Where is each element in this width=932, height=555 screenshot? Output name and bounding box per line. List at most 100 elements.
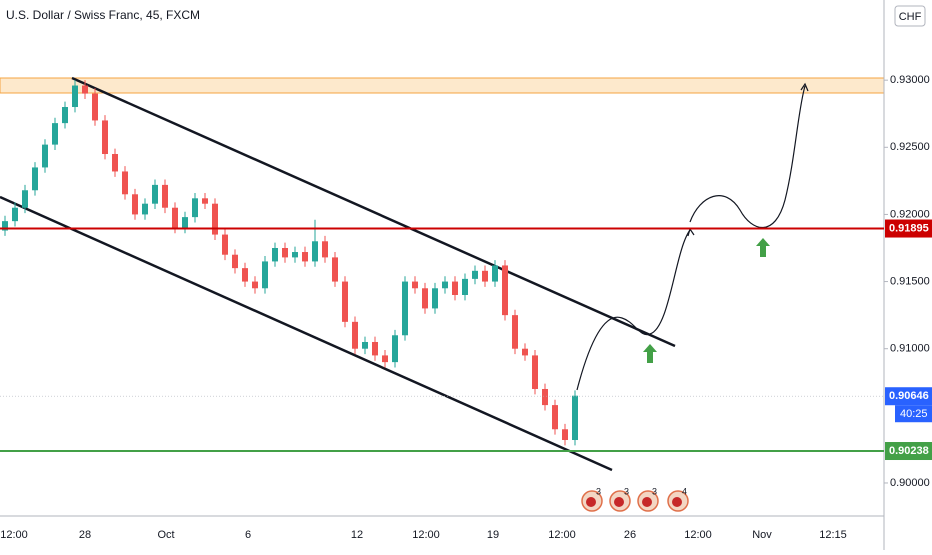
event-count: 3 [596,486,601,496]
candle-body [442,281,448,289]
candle-body [492,265,498,282]
candle-body [152,184,158,204]
price-label-box [885,219,932,238]
arrowhead [800,82,809,92]
candle-body [452,281,458,295]
candle-body [552,405,558,430]
price-label: 0.90646 [889,390,929,402]
x-tick-label: 12:15 [819,529,847,541]
candle-body [172,207,178,228]
candle-body [232,254,238,269]
currency[interactable]: CHF [899,11,922,23]
y-tick-label: 0.91000 [890,343,930,355]
candle-body [472,270,478,279]
candle-body [202,198,208,204]
event-count: 4 [682,486,687,496]
x-tick-label: Oct [157,529,174,541]
candle-body [322,241,328,258]
candle-body [72,85,78,108]
candle-body [392,335,398,363]
x-tick-label: 12:00 [684,529,712,541]
candle-body [482,270,488,282]
candle-body [222,234,228,255]
candle-body [532,355,538,389]
event-count: 3 [652,486,657,496]
candle-body [192,198,198,218]
candle-body [342,281,348,322]
candle-body [542,388,548,406]
candle-body [572,395,578,441]
candle-body [272,247,278,262]
candle-body [462,278,468,295]
event-flag [586,497,596,507]
countdown-box [895,405,932,423]
channel-upper [71,76,676,348]
price-label: 0.90238 [889,445,929,457]
candle-body [212,203,218,235]
candle-body [262,261,268,289]
candle-body [372,341,378,356]
candle-body [562,429,568,441]
y-tick-label: 0.92500 [890,141,930,153]
candle-body [242,268,248,282]
event-flag [672,497,682,507]
candle-body [42,144,48,168]
x-tick-label: 6 [245,529,251,541]
x-tick-label: 12:00 [0,529,28,541]
up-arrow [756,238,770,257]
x-tick-label: 12:00 [548,529,576,541]
x-tick-label: 26 [624,529,636,541]
y-tick-label: 0.93000 [890,74,930,86]
candle-body [142,203,148,215]
candle-body [512,315,518,349]
candle-body [332,257,338,282]
currency-box[interactable] [894,5,926,27]
price-label-box [885,442,932,461]
x-tick-label: Nov [752,529,772,541]
candle-body [402,281,408,336]
candle-body [352,321,358,349]
candle-body [32,167,38,191]
candle-body [412,281,418,289]
candle-body [162,184,168,208]
arrowhead [687,227,695,237]
projection-2 [689,85,806,229]
candle-body [432,288,438,309]
candle-body [522,348,528,356]
projection-1 [576,229,691,391]
candle-body [502,265,508,316]
event-flag [642,497,652,507]
x-tick-label: 12 [351,529,363,541]
candle-body [312,241,318,262]
channel-lower [0,195,613,472]
candle-body [22,190,28,208]
y-tick-label: 0.91500 [890,275,930,287]
x-tick-label: 28 [79,529,91,541]
x-tick-label: 19 [487,529,499,541]
candle-body [422,288,428,309]
candle-body [92,93,98,121]
candle-body [112,154,118,172]
candle-body [82,85,88,94]
candle-body [12,207,18,222]
candle-body [132,194,138,215]
chart-title: U.S. Dollar / Swiss Franc, 45, FXCM [6,8,200,22]
candle-body [2,221,8,231]
candle-body [122,171,128,195]
candle-body [182,217,188,228]
candle-body [252,281,258,289]
up-arrow [643,344,657,363]
event-flag [614,497,624,507]
candle-body [282,247,288,258]
candles [2,80,578,446]
candle-body [102,120,108,155]
candle-body [382,355,388,363]
candle-body [292,252,298,258]
candle-body [62,107,68,124]
candle-body [362,341,368,349]
candle-body [52,123,58,145]
price-label: 0.91895 [889,222,929,234]
y-tick-label: 0.90000 [890,477,930,489]
price-label-box [885,387,932,406]
